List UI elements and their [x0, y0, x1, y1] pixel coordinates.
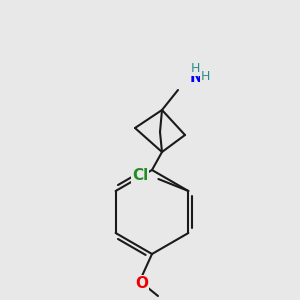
Text: N: N [190, 70, 202, 86]
Text: H: H [200, 70, 210, 83]
Text: O: O [136, 275, 148, 290]
Text: H: H [190, 62, 200, 76]
Text: Cl: Cl [132, 169, 148, 184]
